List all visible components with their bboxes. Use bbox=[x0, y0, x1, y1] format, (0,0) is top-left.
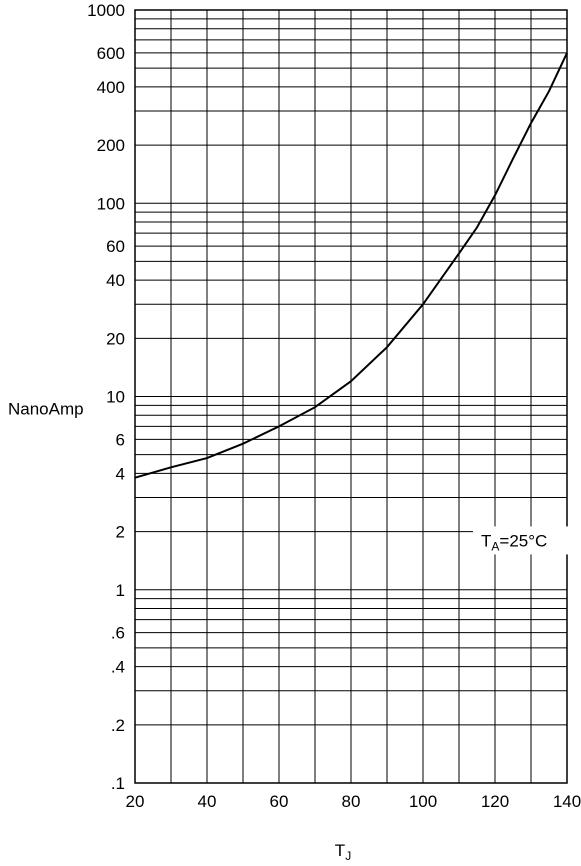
y-tick-label: .1 bbox=[111, 774, 125, 793]
grid bbox=[135, 10, 567, 783]
y-tick-label: 200 bbox=[97, 136, 125, 155]
x-axis-ticks: 20 40 60 80 100 120 140 bbox=[126, 792, 581, 811]
y-tick-label: .6 bbox=[111, 624, 125, 643]
plot-frame bbox=[134, 9, 568, 784]
x-tick-label: 20 bbox=[126, 792, 145, 811]
series-line bbox=[134, 52, 568, 479]
x-tick-label: 140 bbox=[553, 792, 581, 811]
x-tick-label: 80 bbox=[342, 792, 361, 811]
y-tick-label: 6 bbox=[116, 430, 125, 449]
y-tick-label: 4 bbox=[116, 464, 125, 483]
x-tick-label: 120 bbox=[481, 792, 509, 811]
y-tick-label: 1000 bbox=[87, 1, 125, 20]
y-tick-label: 400 bbox=[97, 78, 125, 97]
y-axis-ticks: .1 .2 .4 .6 1 2 4 6 10 20 40 60 100 200 400 600 1000 bbox=[87, 1, 125, 793]
x-tick-label: 60 bbox=[270, 792, 289, 811]
x-axis-label: TJ bbox=[335, 841, 351, 863]
y-tick-label: 600 bbox=[97, 44, 125, 63]
y-tick-label: 100 bbox=[97, 194, 125, 213]
x-tick-label: 100 bbox=[409, 792, 437, 811]
y-axis-label: NanoAmp bbox=[8, 400, 84, 419]
annotation-box: TA=25°C bbox=[473, 526, 581, 555]
y-tick-label: 40 bbox=[106, 271, 125, 290]
y-tick-label: 10 bbox=[106, 388, 125, 407]
y-tick-label: .2 bbox=[111, 716, 125, 735]
y-tick-label: 60 bbox=[106, 237, 125, 256]
y-tick-label: .4 bbox=[111, 658, 125, 677]
x-tick-label: 40 bbox=[198, 792, 217, 811]
y-tick-label: 1 bbox=[116, 581, 125, 600]
y-tick-label: 2 bbox=[116, 523, 125, 542]
y-tick-label: 20 bbox=[106, 329, 125, 348]
annotation-label: TA=25°C bbox=[481, 531, 547, 553]
